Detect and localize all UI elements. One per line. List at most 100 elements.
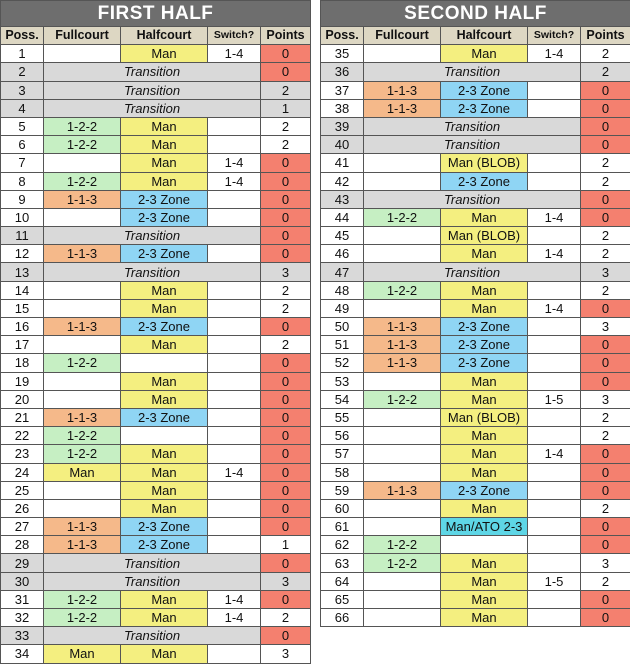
switch-cell: 1-4 [207, 171, 261, 191]
points-cell: 2 [259, 607, 312, 628]
possession-number: 5 [0, 116, 44, 137]
fullcourt-cell [43, 44, 121, 64]
table-row: 30 Transition 3 [0, 571, 312, 591]
table-row: 11 Transition 0 [0, 226, 312, 246]
halfcourt-cell: Man [120, 44, 208, 64]
possession-number: 65 [320, 589, 364, 610]
possession-number: 18 [0, 353, 44, 373]
table-row: 35 Man 1-4 2 [320, 44, 630, 64]
halfcourt-cell: 2-3 Zone [440, 480, 528, 500]
switch-cell [207, 189, 261, 209]
switch-cell [527, 171, 581, 191]
halfcourt-cell: Man [440, 498, 528, 519]
possession-number: 35 [320, 44, 364, 64]
fullcourt-cell: 1-2-2 [43, 444, 121, 464]
transition-cell: Transition [43, 62, 261, 82]
points-cell: 0 [579, 298, 630, 319]
points-cell: 3 [579, 262, 630, 282]
table-row: 14 Man 2 [0, 280, 312, 300]
table-row: 15 Man 2 [0, 298, 312, 319]
fullcourt-cell: 1-1-3 [363, 80, 441, 100]
possession-number: 9 [0, 189, 44, 209]
table-row: 8 1-2-2 Man 1-4 0 [0, 171, 312, 191]
switch-cell [207, 135, 261, 155]
points-cell: 0 [579, 335, 630, 355]
points-cell: 2 [579, 226, 630, 246]
table-row: 33 Transition 0 [0, 626, 312, 646]
switch-cell [207, 335, 261, 355]
points-cell: 0 [259, 480, 312, 500]
table-row: 59 1-1-3 2-3 Zone 0 [320, 480, 630, 500]
halfcourt-cell: Man [440, 571, 528, 591]
possession-number: 23 [0, 444, 44, 464]
switch-cell: 1-4 [527, 244, 581, 264]
halfcourt-cell: 2-3 Zone [440, 316, 528, 337]
halfcourt-cell: Man [440, 280, 528, 300]
table-row: 62 1-2-2 0 [320, 535, 630, 555]
possession-number: 4 [0, 98, 44, 118]
possession-number: 53 [320, 371, 364, 391]
points-cell: 2 [579, 153, 630, 173]
table-row: 31 1-2-2 Man 1-4 0 [0, 589, 312, 610]
fullcourt-cell [363, 426, 441, 446]
half-title: FIRST HALF [0, 0, 312, 27]
table-row: 49 Man 1-4 0 [320, 298, 630, 319]
possession-number: 60 [320, 498, 364, 519]
halfcourt-cell: Man [440, 207, 528, 228]
fullcourt-cell: 1-1-3 [43, 189, 121, 209]
switch-cell [207, 426, 261, 446]
fullcourt-cell: 1-1-3 [363, 316, 441, 337]
table-row: 56 Man 2 [320, 426, 630, 446]
points-cell: 0 [579, 480, 630, 500]
points-cell: 0 [259, 589, 312, 610]
halfcourt-cell: Man/ATO 2-3 [440, 517, 528, 537]
fullcourt-cell [363, 298, 441, 319]
points-cell: 2 [579, 407, 630, 428]
points-cell: 0 [579, 353, 630, 373]
switch-cell [207, 644, 261, 664]
possession-number: 14 [0, 280, 44, 300]
fullcourt-cell: 1-2-2 [43, 116, 121, 137]
table-row: 22 1-2-2 0 [0, 426, 312, 446]
switch-cell: 1-4 [527, 444, 581, 464]
switch-cell [527, 517, 581, 537]
transition-cell: Transition [363, 262, 581, 282]
points-cell: 3 [259, 644, 312, 664]
header-halfcourt: Halfcourt [120, 25, 208, 46]
halfcourt-cell: Man [120, 498, 208, 519]
halfcourt-cell: Man [440, 426, 528, 446]
header-points: Points [579, 25, 630, 46]
switch-cell [207, 280, 261, 300]
half-title: SECOND HALF [319, 0, 630, 27]
switch-cell [527, 316, 581, 337]
fullcourt-cell [363, 244, 441, 264]
fullcourt-cell [363, 226, 441, 246]
halfcourt-cell: Man (BLOB) [440, 226, 528, 246]
halfcourt-cell: Man [440, 444, 528, 464]
halfcourt-cell: Man [120, 298, 208, 319]
table-row: 2 Transition 0 [0, 62, 312, 82]
points-cell: 0 [579, 607, 630, 628]
table-row: 3 Transition 2 [0, 80, 312, 100]
points-cell: 0 [579, 535, 630, 555]
points-cell: 2 [579, 62, 630, 82]
points-cell: 3 [259, 571, 312, 591]
points-cell: 2 [579, 280, 630, 300]
table-row: 44 1-2-2 Man 1-4 0 [320, 207, 630, 228]
switch-cell [207, 498, 261, 519]
switch-cell [207, 389, 261, 409]
points-cell: 0 [259, 426, 312, 446]
halfcourt-cell: Man [120, 480, 208, 500]
transition-cell: Transition [43, 553, 261, 573]
halfcourt-cell: Man [440, 371, 528, 391]
fullcourt-cell [43, 498, 121, 519]
possession-number: 30 [0, 571, 44, 591]
halfcourt-cell: 2-3 Zone [120, 316, 208, 337]
points-cell: 0 [579, 371, 630, 391]
possession-number: 7 [0, 153, 44, 173]
fullcourt-cell: 1-2-2 [43, 426, 121, 446]
fullcourt-cell [363, 44, 441, 64]
table-row: 57 Man 1-4 0 [320, 444, 630, 464]
fullcourt-cell [363, 517, 441, 537]
possession-number: 12 [0, 244, 44, 264]
